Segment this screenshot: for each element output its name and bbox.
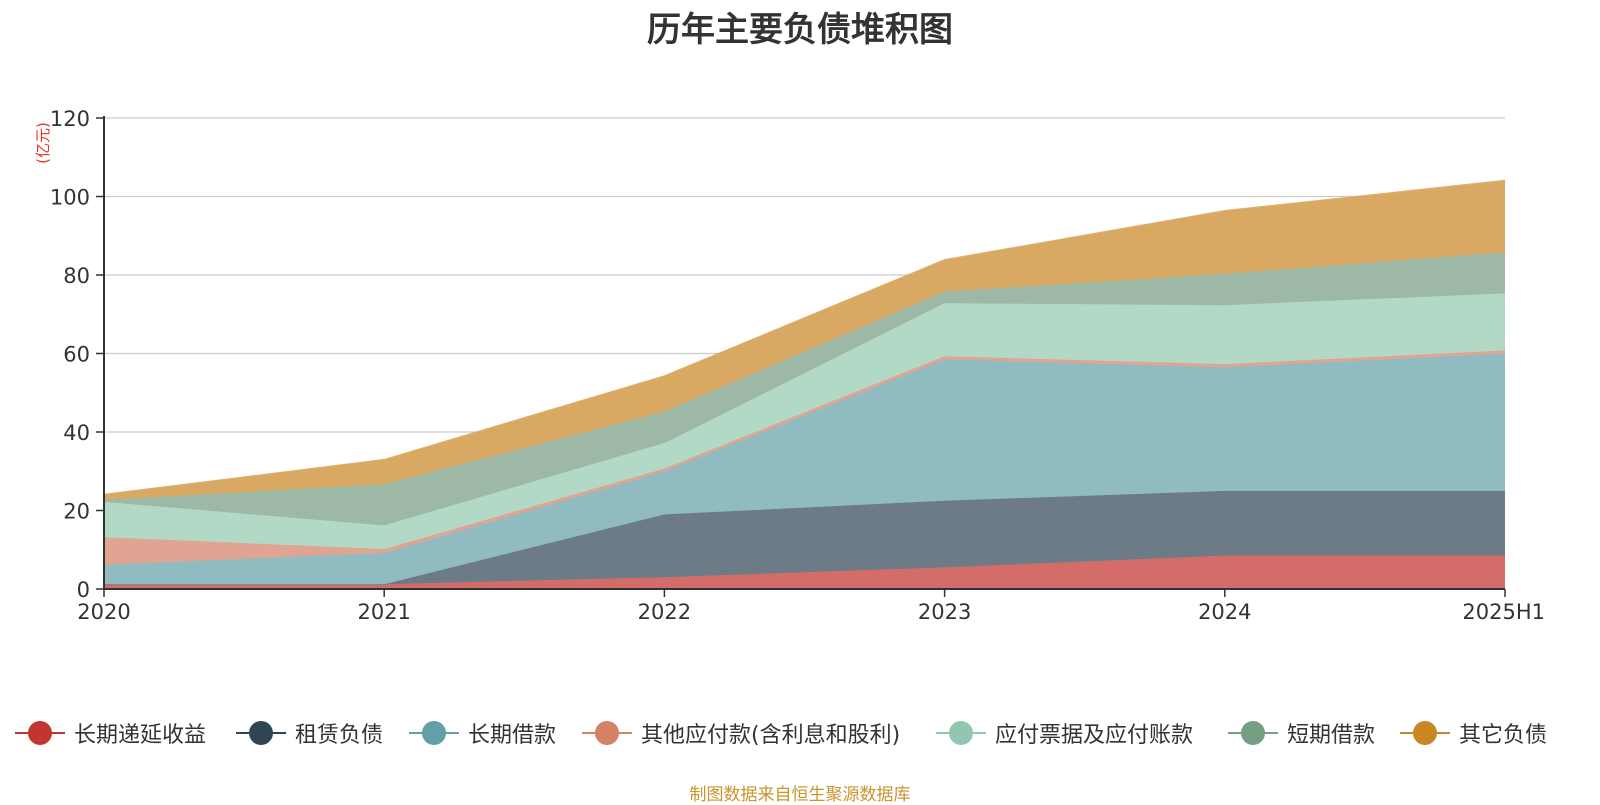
legend-marker-icon: [236, 718, 286, 748]
legend-marker-icon: [1228, 718, 1278, 748]
area-series-0[interactable]: [104, 555, 1505, 589]
x-tick-label-3: 2023: [918, 600, 971, 624]
legend-label: 其它负债: [1459, 723, 1548, 748]
legend-marker-icon: [15, 718, 65, 748]
legend-marker-icon: [936, 718, 986, 748]
x-tick-label-0: 2020: [77, 600, 130, 624]
y-tick-label-6: 120: [50, 107, 90, 131]
axes: 0 20 40 60 80 100 120 2020 2021 2022 2023 2024 2025H…: [50, 107, 1545, 624]
legend-item-3[interactable]: 其他应付款(含利息和股利): [582, 718, 900, 748]
legend-label: 长期递延收益: [74, 723, 207, 748]
y-tick-label-5: 100: [50, 186, 90, 210]
legend-marker-icon: [1400, 718, 1450, 748]
y-tick-label-3: 60: [63, 343, 90, 367]
area-series-1[interactable]: [104, 490, 1505, 585]
legend-label: 租赁负债: [295, 723, 384, 748]
y-tick-label-2: 40: [63, 421, 90, 445]
x-tick-label-5: 2025H1: [1462, 600, 1545, 624]
legend-label: 应付票据及应付账款: [995, 723, 1194, 748]
legend-marker-icon: [409, 718, 459, 748]
y-tick-label-1: 20: [63, 500, 90, 524]
y-axis-unit-label: (亿元): [34, 122, 52, 164]
area-series-2[interactable]: [104, 353, 1505, 585]
legend-label: 短期借款: [1287, 723, 1376, 748]
area-series-4[interactable]: [104, 293, 1505, 549]
legend-marker-icon: [582, 718, 632, 748]
legend-label: 长期借款: [468, 723, 557, 748]
x-tick-label-2: 2022: [638, 600, 691, 624]
legend-item-4[interactable]: 应付票据及应付账款: [936, 718, 1193, 748]
legend-item-6[interactable]: 其它负债: [1400, 718, 1547, 748]
line-series-6: [103, 179, 1506, 496]
legend-item-1[interactable]: 租赁负债: [236, 718, 383, 748]
chart-title: 历年主要负债堆积图: [647, 10, 953, 50]
legend-item-0[interactable]: 长期递延收益: [15, 718, 206, 748]
y-tick-label-0: 0: [77, 578, 90, 602]
source-note: 制图数据来自恒生聚源数据库: [689, 785, 911, 805]
x-tick-label-4: 2024: [1198, 600, 1251, 624]
legend-item-5[interactable]: 短期借款: [1228, 718, 1375, 748]
area-series-6[interactable]: [104, 180, 1505, 500]
legend-label: 其他应付款(含利息和股利): [641, 723, 901, 748]
x-tick-label-1: 2021: [357, 600, 410, 624]
stacked-areas: [103, 179, 1506, 589]
area-series-5[interactable]: [104, 252, 1505, 526]
legend-item-2[interactable]: 长期借款: [409, 718, 556, 748]
y-tick-label-4: 80: [63, 264, 90, 288]
